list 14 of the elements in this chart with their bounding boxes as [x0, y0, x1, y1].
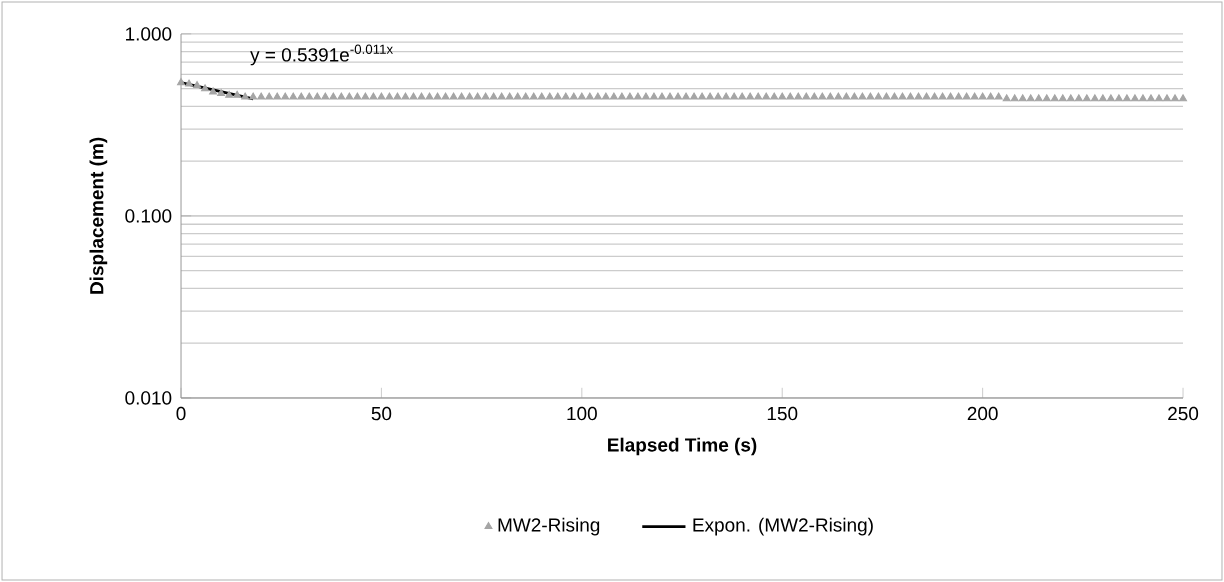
x-tick-label: 200: [967, 406, 998, 421]
y-tick-label: 1.000: [126, 27, 172, 41]
legend-label: Expon. (MW2-Rising): [693, 517, 873, 536]
x-tick-label: 250: [1168, 406, 1199, 421]
x-axis-title: Elapsed Time (s): [608, 437, 757, 456]
x-tick-label: 0: [176, 406, 186, 421]
x-tick-label: 150: [767, 406, 798, 421]
x-tick-label: 100: [567, 406, 597, 421]
annotation: y = 0.5391e$^{-0.011x}$: [250, 44, 393, 66]
y-tick-label: 0.010: [125, 391, 172, 405]
y-tick-label: 0.100: [125, 209, 172, 223]
x-tick-label: 50: [371, 406, 392, 421]
y-axis-title: Displacement (m): [89, 137, 108, 294]
legend-label: MW2-Rising: [498, 517, 600, 536]
